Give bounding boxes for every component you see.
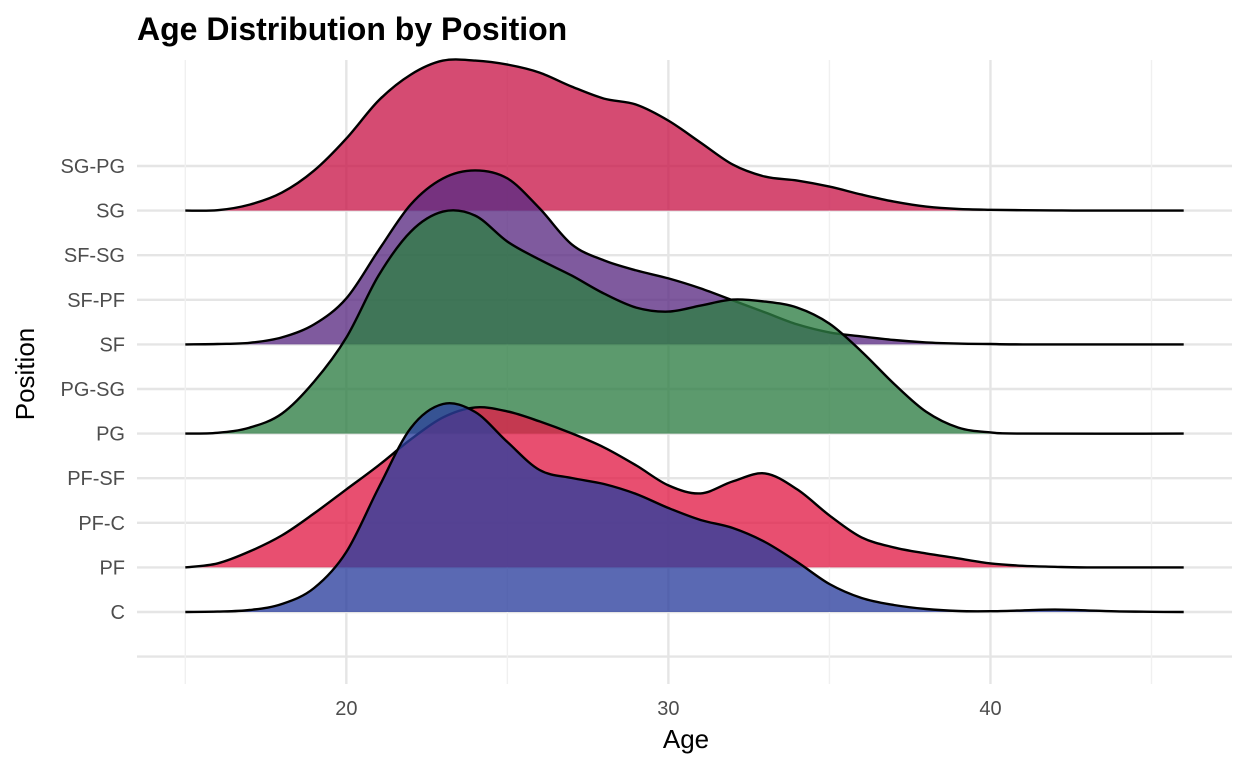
y-axis-title: Position [10,328,40,421]
y-tick-label: SF [99,334,125,356]
ridge-area [185,403,1184,612]
x-axis-title: Age [663,724,709,754]
x-axis-tick-labels: 20 30 40 [335,698,1001,720]
y-tick-label: PG-SG [61,379,125,401]
y-tick-label: PF [99,557,125,579]
chart-title: Age Distribution by Position [137,11,567,47]
y-tick-label: PF-C [78,513,125,535]
y-tick-label: SF-PF [67,290,125,312]
y-tick-label: PF-SF [67,468,125,490]
y-tick-label: SG [96,201,125,223]
y-axis-tick-labels: C PF PF-C PF-SF PG PG-SG SF SF-PF SF-SG SG SG-PG [61,156,125,624]
ridge-outline [185,405,1184,569]
ridge-outline [185,209,1184,435]
ridge-c [185,402,1184,614]
x-tick-label: 40 [979,698,1001,720]
y-tick-label: PG [96,424,125,446]
ridge-area [185,59,1184,211]
x-tick-label: 20 [335,698,357,720]
ridge-outline [185,402,1184,614]
ridge-outline [185,58,1184,212]
y-tick-label: SG-PG [61,156,125,178]
x-tick-label: 30 [657,698,679,720]
ridge-outline [185,169,1184,346]
y-tick-label: C [111,602,125,624]
ridge-sg [185,58,1184,212]
ridge-area [185,210,1184,434]
y-tick-label: SF-SG [64,245,125,267]
ridge-pg [185,209,1184,435]
ridges [185,58,1184,614]
